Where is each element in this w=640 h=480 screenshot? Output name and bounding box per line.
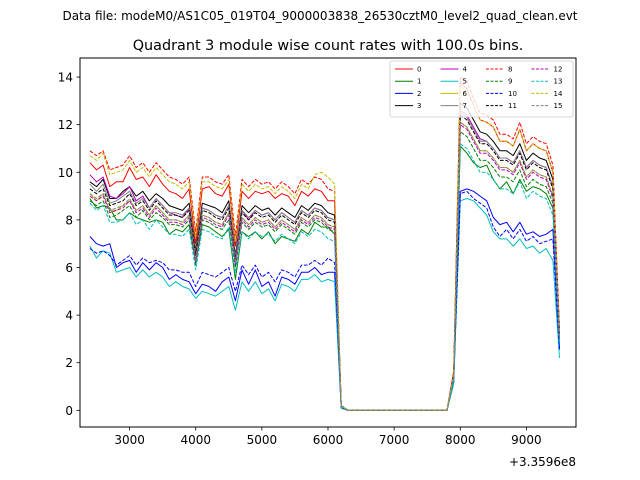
x-tick-label: 6000 xyxy=(313,433,344,447)
legend-label-12: 12 xyxy=(554,66,563,74)
y-tick-label: 6 xyxy=(65,261,73,275)
series-line-14 xyxy=(89,86,560,411)
series-line-3 xyxy=(89,102,560,411)
series-line-13 xyxy=(89,143,560,411)
x-tick-label: 5000 xyxy=(247,433,278,447)
x-tick-label: 4000 xyxy=(180,433,211,447)
legend-label-7: 7 xyxy=(463,102,467,110)
legend-box xyxy=(389,60,574,118)
legend-label-15: 15 xyxy=(554,102,563,110)
legend-label-10: 10 xyxy=(508,90,517,98)
x-tick-label: 9000 xyxy=(511,433,542,447)
legend-label-2: 2 xyxy=(417,90,421,98)
legend-label-8: 8 xyxy=(508,66,512,74)
x-tick-label: 3000 xyxy=(114,433,145,447)
suptitle: Data file: modeM0/AS1C05_019T04_90000038… xyxy=(62,9,577,23)
legend-label-1: 1 xyxy=(417,78,421,86)
series-line-1 xyxy=(89,145,560,411)
y-tick-label: 10 xyxy=(58,166,73,180)
series-line-10 xyxy=(89,190,560,411)
x-offset-label: +3.3596e8 xyxy=(509,455,576,469)
y-tick-label: 12 xyxy=(58,118,73,132)
legend-label-11: 11 xyxy=(508,102,517,110)
legend-label-6: 6 xyxy=(463,90,468,98)
legend-label-3: 3 xyxy=(417,102,421,110)
series-line-8 xyxy=(89,76,560,411)
legend-label-14: 14 xyxy=(554,90,563,98)
y-tick-label: 14 xyxy=(58,71,73,85)
y-tick-label: 4 xyxy=(65,309,73,323)
x-tick-label: 7000 xyxy=(379,433,410,447)
y-tick-label: 8 xyxy=(65,213,73,227)
series-line-9 xyxy=(89,131,560,411)
series-line-12 xyxy=(89,124,560,411)
legend-label-9: 9 xyxy=(508,78,512,86)
y-tick-label: 0 xyxy=(65,404,73,418)
y-tick-label: 2 xyxy=(65,356,73,370)
legend-label-0: 0 xyxy=(417,66,421,74)
chart-title: Quadrant 3 module wise count rates with … xyxy=(133,38,524,54)
x-axis: 3000 4000 5000 6000 7000 8000 9000 xyxy=(114,427,542,447)
legend-label-13: 13 xyxy=(554,78,563,86)
series-line-11 xyxy=(89,114,560,411)
legend-label-5: 5 xyxy=(463,78,467,86)
series-line-5 xyxy=(89,198,560,411)
legend-label-4: 4 xyxy=(463,66,468,74)
series-line-7 xyxy=(89,112,560,411)
series-layer xyxy=(89,76,560,411)
series-line-15 xyxy=(89,121,560,411)
y-axis: 0 2 4 6 8 10 12 14 xyxy=(58,71,80,418)
series-line-2 xyxy=(89,188,560,411)
x-tick-label: 8000 xyxy=(445,433,476,447)
